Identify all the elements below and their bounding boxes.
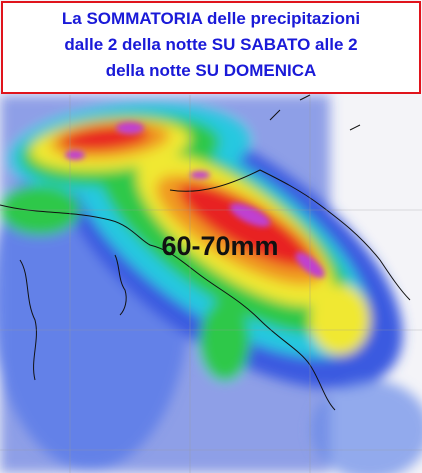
graticule	[0, 95, 422, 473]
title-line: dalle 2 della notte SU SABATO alle 2	[64, 35, 357, 54]
annotation: 60-70mm	[161, 231, 278, 261]
title-box	[1, 1, 421, 94]
title-line: La SOMMATORIA delle precipitazioni	[62, 9, 360, 28]
title-line: della notte SU DOMENICA	[106, 61, 317, 80]
